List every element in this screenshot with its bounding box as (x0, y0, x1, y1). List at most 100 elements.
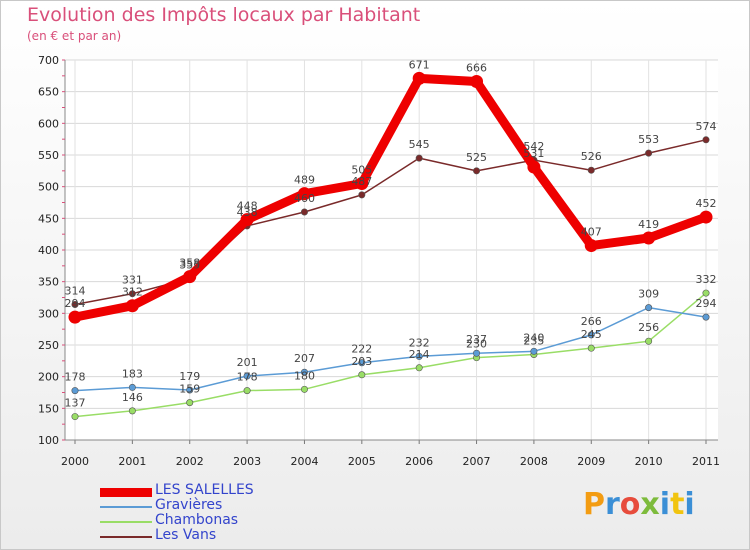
logo-letter: r (605, 487, 620, 522)
data-label: 545 (409, 138, 430, 151)
y-tick-label: 500 (38, 181, 59, 194)
data-point (300, 368, 308, 376)
data-point (527, 160, 541, 174)
y-tick-label: 700 (38, 54, 59, 67)
chart-subtitle: (en € et par an) (27, 29, 122, 43)
series-lines (68, 71, 713, 421)
data-point (358, 191, 366, 199)
data-point (240, 213, 254, 227)
logo-letter: x (640, 487, 660, 522)
data-label: 452 (696, 197, 717, 210)
x-tick-label: 2010 (635, 455, 663, 468)
data-point (300, 385, 308, 393)
data-point (183, 270, 197, 284)
y-tick-label: 100 (38, 434, 59, 447)
data-point (186, 386, 194, 394)
data-labels: 314 331 355 438 460 487 545 525 542 526 553 574 137 1… (65, 58, 717, 409)
data-point (300, 208, 308, 216)
data-point (186, 399, 194, 407)
data-label: 214 (409, 348, 430, 361)
series-line-gravières (74, 306, 707, 392)
data-point (128, 383, 136, 391)
data-label: 178 (65, 371, 86, 384)
data-label: 266 (581, 315, 602, 328)
x-axis-ticks: 2000 2001 2002 2003 2004 2005 2006 2007 2008 2009… (61, 455, 720, 468)
x-tick-label: 2000 (61, 455, 89, 468)
data-label: 237 (466, 333, 487, 346)
data-label: 207 (294, 352, 315, 365)
data-point (470, 75, 484, 89)
x-tick-label: 2002 (176, 455, 204, 468)
data-label: 309 (638, 288, 659, 301)
y-tick-label: 450 (38, 212, 59, 225)
data-label: 235 (523, 335, 544, 348)
data-point (358, 359, 366, 367)
data-label: 256 (638, 321, 659, 334)
x-tick-label: 2011 (692, 455, 720, 468)
data-label: 448 (237, 200, 258, 213)
y-tick-label: 600 (38, 117, 59, 130)
data-point (587, 166, 595, 174)
data-label: 230 (466, 338, 487, 351)
data-label: 358 (179, 257, 200, 270)
gridlines (65, 59, 718, 441)
y-tick-label: 400 (38, 244, 59, 257)
y-tick-label: 200 (38, 371, 59, 384)
data-point (645, 149, 653, 157)
logo-letter: t (670, 487, 685, 522)
legend-label: Gravières (155, 497, 223, 513)
data-label: 240 (523, 331, 544, 344)
data-point (415, 364, 423, 372)
data-label: 331 (122, 274, 143, 287)
y-tick-label: 650 (38, 86, 59, 99)
data-point (68, 310, 82, 324)
logo-letter: i (684, 487, 695, 522)
y-tick-label: 250 (38, 339, 59, 352)
data-point (243, 372, 251, 380)
data-point (645, 337, 653, 345)
data-point (587, 331, 595, 339)
data-label: 245 (581, 328, 602, 341)
data-point (71, 300, 79, 308)
data-label: 201 (237, 356, 258, 369)
data-label: 137 (65, 397, 86, 410)
data-label: 179 (179, 370, 200, 383)
data-point (702, 313, 710, 321)
logo-letter: i (659, 487, 671, 522)
data-label: 180 (294, 369, 315, 382)
chart-title: Evolution des Impôts locaux par Habitant (27, 4, 421, 26)
data-point (702, 289, 710, 297)
y-axis-ticks: 100 150 200 250 300 350 400 450 500 550 600 650 700 (38, 54, 59, 447)
data-label: 526 (581, 150, 602, 163)
data-label: 332 (696, 273, 717, 286)
data-point (415, 352, 423, 360)
data-point (587, 344, 595, 352)
series-line-les-salelles (70, 73, 711, 322)
data-point (699, 210, 713, 224)
data-point (355, 177, 369, 190)
data-point (645, 304, 653, 312)
data-point (473, 349, 481, 357)
data-label: 314 (65, 284, 86, 297)
data-label: 294 (696, 297, 717, 310)
data-label: 232 (409, 336, 430, 349)
data-point (243, 387, 251, 395)
data-label: 438 (237, 206, 258, 219)
data-point (412, 71, 426, 85)
data-label: 203 (351, 355, 372, 368)
data-label: 505 (351, 164, 372, 177)
x-tick-label: 2005 (348, 455, 376, 468)
legend-label: Chambonas (155, 512, 239, 528)
legend-label: LES SALELLES (155, 482, 254, 498)
data-label: 487 (351, 175, 372, 188)
data-label: 294 (65, 297, 86, 310)
y-tick-label: 300 (38, 307, 59, 320)
data-label: 222 (351, 343, 372, 356)
data-label: 666 (466, 62, 487, 75)
data-point (71, 413, 79, 421)
data-label: 489 (294, 174, 315, 187)
logo-letter: o (619, 487, 641, 522)
data-label: 178 (237, 371, 258, 384)
data-point (473, 167, 481, 175)
legend-label: Les Vans (155, 527, 217, 543)
